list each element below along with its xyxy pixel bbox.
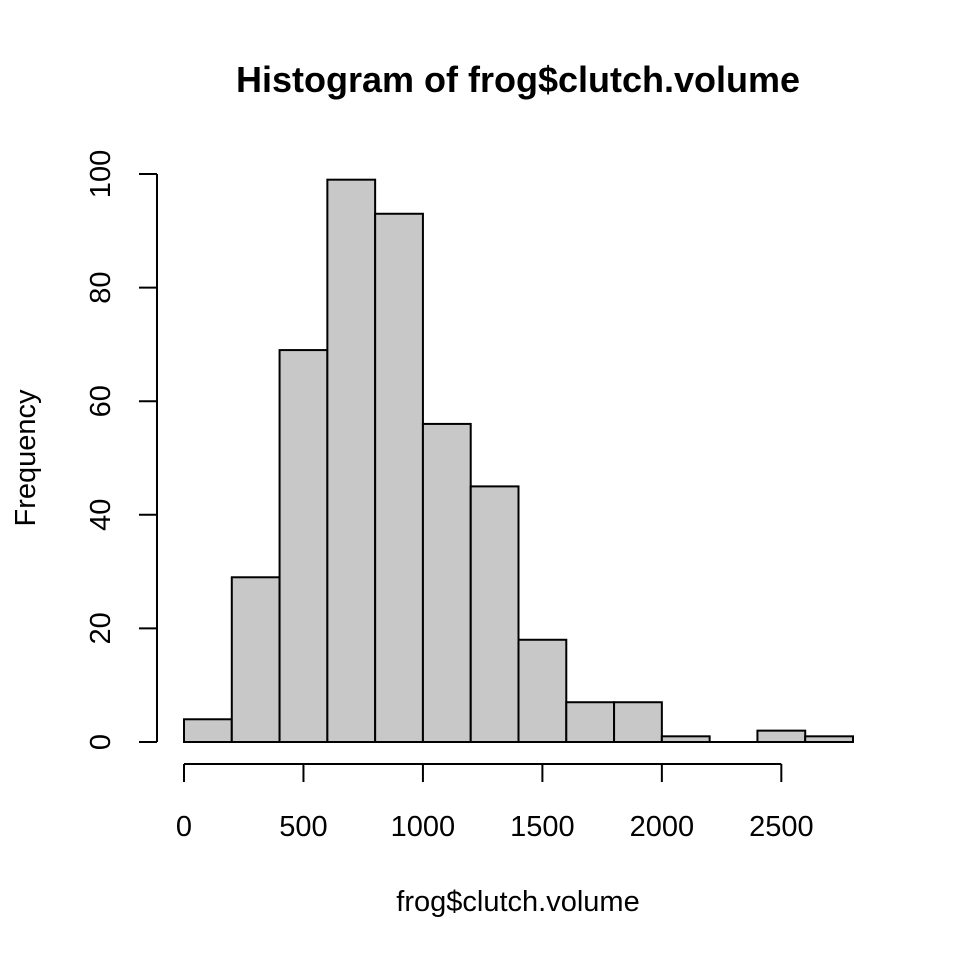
histogram-bar [183,718,233,744]
x-tick-label: 500 [279,811,327,843]
histogram-bar [421,422,472,743]
x-axis-label: frog$clutch.volume [396,886,639,918]
y-tick-label: 60 [85,385,117,417]
x-tick-label: 1000 [391,811,456,843]
histogram-bar [804,735,855,744]
histogram-bar [613,701,663,743]
histogram-bar [278,349,329,743]
y-tick-label: 40 [85,499,117,531]
y-tick-label: 100 [85,150,117,198]
y-axis-label: Frequency [10,389,42,527]
y-tick-label: 20 [85,612,117,644]
x-tick-label: 2500 [749,811,814,843]
histogram-bar [756,729,807,744]
x-axis: 0 500 1000 1500 2000 2500 [176,763,814,843]
y-tick-label: 0 [85,734,117,750]
y-tick-label: 80 [85,271,117,303]
chart-title: Histogram of frog$clutch.volume [236,59,800,100]
histogram-bar [660,735,711,744]
x-tick-label: 0 [176,811,192,843]
histogram-bar [469,485,520,743]
histogram-bar [565,701,616,743]
histogram-bar [374,212,424,743]
x-tick-label: 1500 [510,811,575,843]
histogram-bar [326,178,377,743]
y-axis: 0 20 40 60 80 100 [85,150,158,750]
bars-layer [183,178,855,744]
histogram-bar [230,576,281,744]
histogram-bar [517,638,568,744]
x-tick-label: 2000 [630,811,695,843]
